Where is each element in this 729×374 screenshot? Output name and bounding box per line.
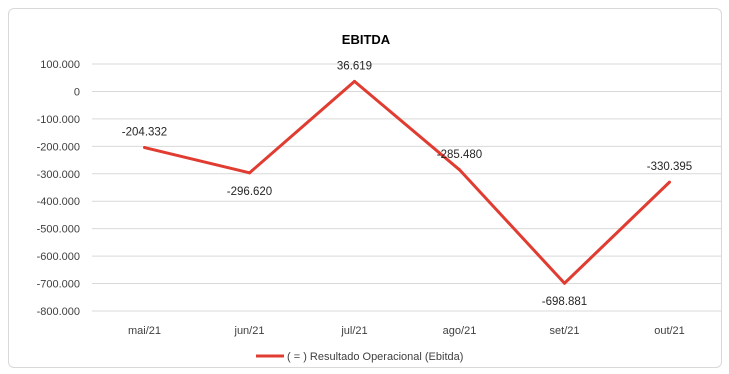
y-tick-label: -500.000: [37, 224, 80, 236]
chart-frame: [8, 8, 722, 368]
data-label: 36.619: [337, 60, 372, 72]
x-tick-label: out/21: [654, 325, 685, 337]
data-point: [353, 79, 356, 83]
y-tick-label: -400.000: [37, 196, 80, 208]
y-tick-label: -300.000: [37, 169, 80, 181]
x-tick-label: mai/21: [128, 325, 161, 337]
y-tick-label: 0: [74, 86, 80, 98]
legend-label: ( = ) Resultado Operacional (Ebitda): [287, 351, 463, 363]
y-tick-label: -100.000: [37, 114, 80, 126]
y-tick-label: -200.000: [37, 141, 80, 153]
x-tick-label: jun/21: [234, 325, 265, 337]
data-label: -698.881: [542, 296, 587, 308]
x-tick-label: ago/21: [443, 325, 477, 337]
data-point: [248, 171, 251, 175]
chart-title: EBITDA: [342, 32, 391, 47]
data-labels: -204.332 -296.620 36.619 -285.480 -698.881 -3…: [122, 60, 692, 308]
y-tick-label: 100.000: [40, 59, 80, 71]
y-tick-label: -800.000: [37, 306, 80, 318]
gridlines: [92, 63, 722, 312]
y-axis-ticks: 100.000 0 -100.000 -200.000 -300.000 -400.000…: [37, 59, 80, 318]
x-tick-label: set/21: [550, 325, 580, 337]
data-label: -296.620: [227, 186, 272, 198]
x-axis-ticks: mai/21 jun/21 jul/21 ago/21 set/21 out/21: [128, 325, 685, 337]
y-tick-label: -700.000: [37, 279, 80, 291]
data-point: [563, 281, 566, 285]
data-point: [458, 168, 461, 172]
data-point: [668, 180, 671, 184]
legend: ( = ) Resultado Operacional (Ebitda): [256, 351, 463, 363]
data-label: -330.395: [647, 161, 692, 173]
x-tick-label: jul/21: [340, 325, 367, 337]
series-line: [144, 79, 671, 285]
y-tick-label: -600.000: [37, 251, 80, 263]
data-label: -204.332: [122, 127, 167, 139]
series-layer: [143, 79, 671, 285]
data-label: -285.480: [437, 149, 482, 161]
data-point: [143, 146, 146, 150]
